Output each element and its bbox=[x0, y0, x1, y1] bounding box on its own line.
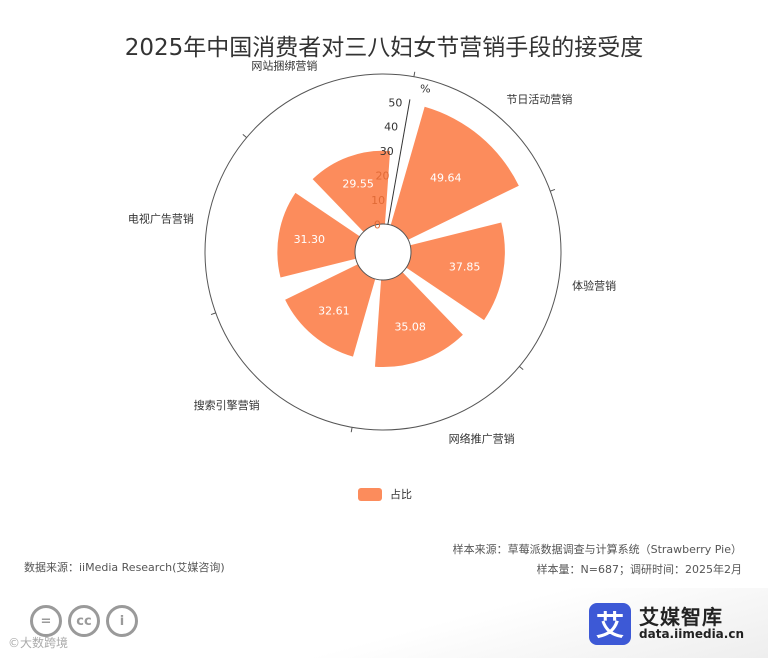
chart-title: 2025年中国消费者对三八妇女节营销手段的接受度 bbox=[124, 35, 644, 61]
bar-1 bbox=[406, 222, 505, 321]
bar-3 bbox=[285, 264, 376, 357]
radial-tick-label: 50 bbox=[388, 96, 402, 109]
bar-value-label: 32.61 bbox=[318, 305, 350, 318]
attribution-icon: i bbox=[106, 605, 138, 637]
category-label: 网络推广营销 bbox=[449, 431, 515, 445]
radial-axis bbox=[387, 99, 411, 225]
radial-tick-label: 10 bbox=[371, 194, 385, 207]
angle-tick bbox=[350, 427, 353, 433]
sample-size: 样本量：N=687；调研时间：2025年2月 bbox=[536, 563, 742, 576]
radial-tick-label: 40 bbox=[384, 121, 398, 134]
sample-source: 样本来源：草莓派数据调查与计算系统（Strawberry Pie） bbox=[452, 543, 742, 556]
bar-value-label: 29.55 bbox=[342, 178, 374, 191]
radial-tick-label: 20 bbox=[375, 170, 389, 183]
bar-value-label: 37.85 bbox=[449, 260, 481, 273]
category-label: 电视广告营销 bbox=[128, 212, 194, 226]
inner-circle bbox=[354, 223, 412, 281]
legend[interactable]: 占比 bbox=[358, 486, 412, 502]
angle-tick bbox=[550, 188, 556, 192]
legend-swatch bbox=[358, 487, 382, 501]
creative-commons-icon: cc bbox=[68, 605, 100, 637]
brand-url: data.iimedia.cn bbox=[639, 627, 744, 642]
bar-0 bbox=[390, 106, 519, 240]
brand-name: 艾媒智库 bbox=[639, 605, 724, 630]
brand[interactable]: 艾 艾媒智库 data.iimedia.cn bbox=[589, 603, 744, 645]
bar-2 bbox=[374, 272, 463, 367]
angle-tick bbox=[242, 133, 247, 138]
bar-value-label: 31.30 bbox=[294, 233, 326, 246]
radial-tick-label: 0 bbox=[374, 218, 381, 231]
legend-label: 占比 bbox=[390, 488, 412, 501]
angle-tick bbox=[413, 71, 416, 77]
bar-4 bbox=[277, 192, 360, 278]
angle-tick bbox=[519, 366, 524, 371]
license-icons: = cc i bbox=[30, 605, 138, 637]
angle-tick bbox=[210, 312, 216, 316]
radial-unit-label: % bbox=[420, 82, 430, 95]
category-label: 网站捆绑营销 bbox=[251, 59, 317, 73]
category-label: 节日活动营销 bbox=[506, 92, 572, 106]
sample-info: 样本来源：草莓派数据调查与计算系统（Strawberry Pie） 样本量：N=… bbox=[453, 540, 742, 580]
category-label: 体验营销 bbox=[572, 278, 616, 292]
bar-5 bbox=[312, 150, 391, 232]
radial-tick-label: 30 bbox=[380, 145, 394, 158]
brand-logo: 艾 bbox=[589, 603, 632, 645]
data-source: 数据来源：iiMedia Research(艾媒咨询) bbox=[24, 561, 225, 574]
bar-value-label: 35.08 bbox=[394, 321, 426, 334]
bar-value-label: 49.64 bbox=[430, 171, 462, 184]
angle-axis-circle bbox=[204, 73, 562, 431]
watermark: ©大数跨境 bbox=[8, 636, 69, 650]
no-derivatives-icon: = bbox=[30, 605, 62, 637]
category-label: 搜索引擎营销 bbox=[194, 398, 260, 412]
